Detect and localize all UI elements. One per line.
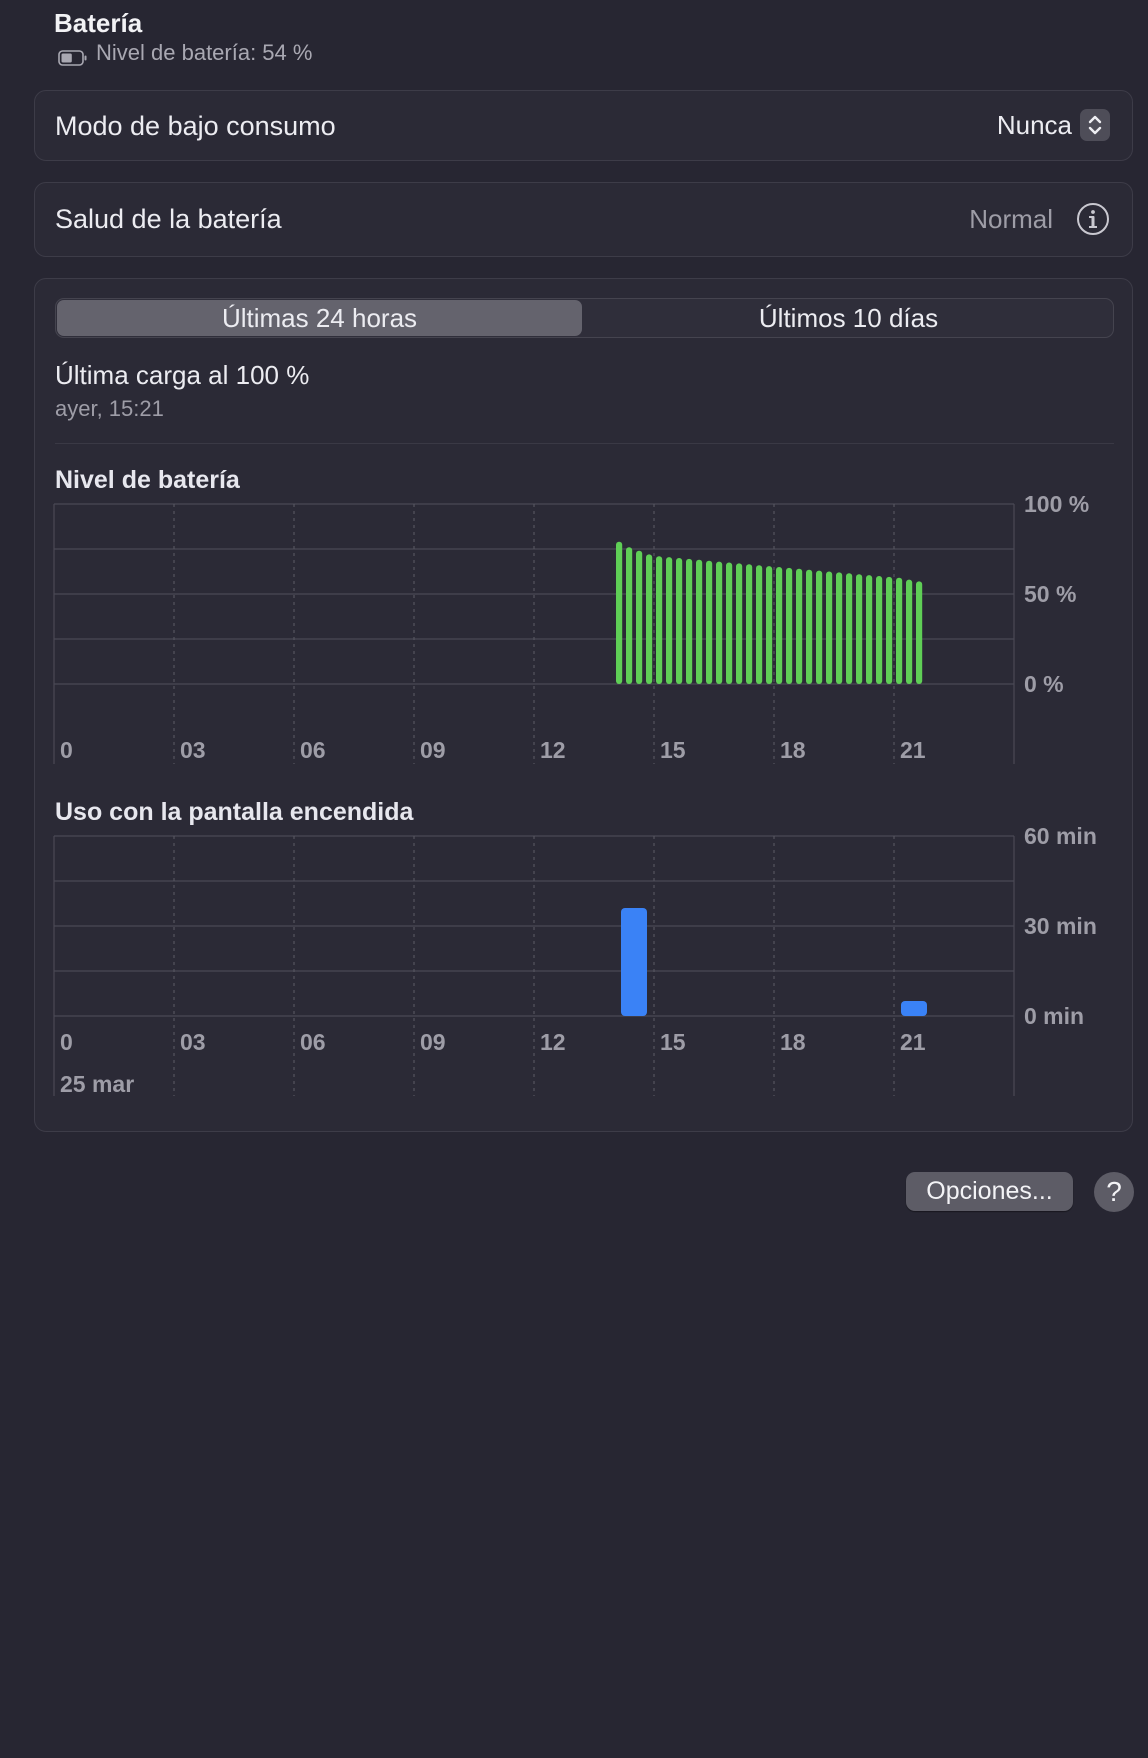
chevron-updown-icon: [1080, 109, 1110, 141]
battery-chart-title: Nivel de batería: [55, 466, 240, 494]
period-segmented-control: Últimas 24 horas Últimos 10 días: [55, 298, 1114, 338]
battery-level-label: Nivel de batería: 54 %: [96, 40, 313, 65]
battery-health-label: Salud de la batería: [55, 204, 282, 234]
help-button[interactable]: ?: [1094, 1172, 1134, 1212]
battery-health-row: Salud de la batería Normal: [34, 182, 1133, 257]
last-charge-title: Última carga al 100 %: [55, 360, 310, 390]
divider: [55, 443, 1114, 444]
battery-icon: [58, 46, 87, 66]
usage-card: Últimas 24 horas Últimos 10 días Última …: [34, 278, 1133, 1132]
tab-last-24-hours[interactable]: Últimas 24 horas: [57, 300, 582, 336]
low-power-label: Modo de bajo consumo: [55, 111, 336, 141]
page-title: Batería: [54, 8, 143, 38]
low-power-value: Nunca: [996, 109, 1072, 140]
low-power-select[interactable]: Nunca: [997, 109, 1110, 141]
tab-last-10-days[interactable]: Últimos 10 días: [758, 303, 939, 333]
battery-health-value: Normal: [969, 204, 1053, 234]
options-button[interactable]: Opciones...: [906, 1172, 1073, 1211]
last-charge-time: ayer, 15:21: [55, 396, 164, 421]
usage-chart-title: Uso con la pantalla encendida: [55, 798, 414, 826]
low-power-row: Modo de bajo consumo Nunca: [34, 90, 1133, 161]
info-icon[interactable]: [1076, 202, 1110, 236]
battery-status: Nivel de batería: 54 %: [58, 40, 312, 66]
